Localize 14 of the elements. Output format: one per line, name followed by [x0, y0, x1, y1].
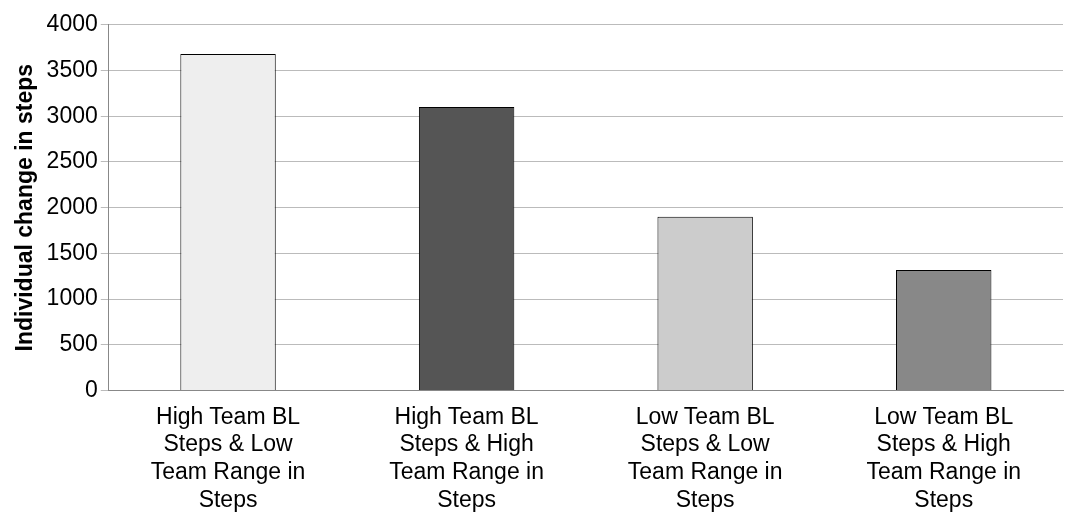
- y-tick-label: 500: [59, 330, 98, 357]
- y-tick-label: 4000: [46, 10, 98, 37]
- x-tick-label: Low Team BL Steps & High Team Range in Steps: [866, 402, 1022, 512]
- y-tick-label: 3500: [46, 55, 98, 82]
- y-tick-label: 0: [84, 375, 98, 402]
- y-tick-label: 1000: [46, 284, 98, 311]
- x-tick-label: High Team BL Steps & Low Team Range in Steps: [150, 402, 306, 512]
- y-axis-title: Individual change in steps: [11, 63, 38, 352]
- y-tick-label: 2500: [46, 147, 98, 174]
- x-tick-label: High Team BL Steps & High Team Range in Steps: [389, 402, 544, 512]
- y-tick-label: 2000: [46, 193, 98, 220]
- y-tick-label: 3000: [46, 101, 98, 128]
- y-tick-label: 1500: [46, 238, 98, 265]
- x-tick-label: Low Team BL Steps & Low Team Range in Steps: [627, 402, 783, 512]
